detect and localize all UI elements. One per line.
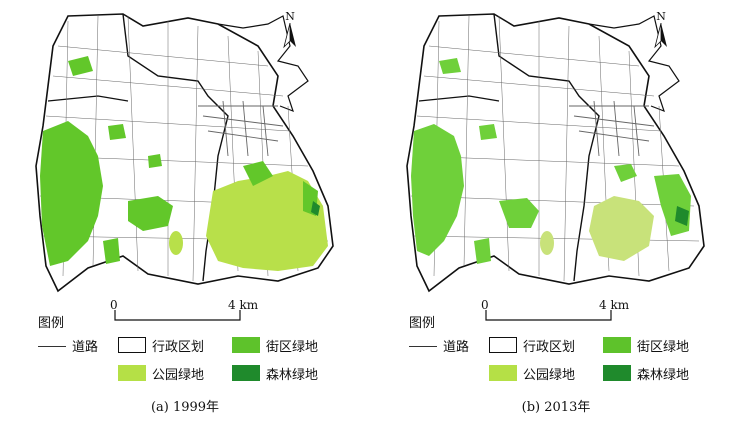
- district-boundary: [47, 95, 129, 102]
- legend-road: 道路: [409, 336, 469, 355]
- legend-district: 行政区划: [489, 336, 575, 355]
- scale-bar: [485, 310, 612, 321]
- street-green-areas: [40, 56, 318, 266]
- legend-road-label: 道路: [72, 340, 99, 355]
- district-swatch-icon: [489, 337, 517, 353]
- map-1999: [35, 13, 334, 293]
- street-green-patch: [479, 124, 497, 140]
- legend-street-green: 街区绿地: [603, 336, 689, 355]
- street-green-patch: [474, 238, 491, 264]
- panel-caption: (a) 1999年: [150, 400, 220, 415]
- forest-green-swatch-icon: [603, 365, 631, 381]
- street-green-patch: [148, 154, 162, 168]
- street-green-patch: [40, 121, 103, 266]
- street-green-patch: [614, 164, 637, 182]
- forest-green-patch: [311, 201, 320, 216]
- legend-street-green-label: 街区绿地: [266, 340, 319, 355]
- map-panel-1999: N 图例 0 4 km 道路 行政区划 街区绿地 公园绿地 森林绿地 (a) 1…: [0, 0, 370, 423]
- panel-caption: (b) 2013年: [521, 400, 591, 415]
- park-green-patch: [206, 171, 328, 271]
- legend-street-green-label: 街区绿地: [637, 340, 690, 355]
- district-boundary: [418, 95, 500, 102]
- park-green-patch: [540, 231, 554, 255]
- street-green-patch: [103, 238, 120, 264]
- street-green-patch: [68, 56, 93, 76]
- street-green-swatch-icon: [232, 337, 260, 353]
- legend-title: 图例: [38, 316, 65, 331]
- north-arrow-icon: [283, 22, 296, 49]
- legend-road-label: 道路: [443, 340, 470, 355]
- north-label: N: [285, 10, 295, 23]
- park-green-swatch-icon: [489, 365, 517, 381]
- legend-district: 行政区划: [118, 336, 204, 355]
- forest-green-areas: [311, 201, 320, 216]
- legend-park-green: 公园绿地: [118, 364, 204, 383]
- legend-forest-green: 森林绿地: [232, 364, 318, 383]
- street-green-patch: [108, 124, 126, 140]
- forest-green-areas: [675, 206, 689, 226]
- legend-forest-green: 森林绿地: [603, 364, 689, 383]
- legend-road: 道路: [38, 336, 98, 355]
- legend-street-green: 街区绿地: [232, 336, 318, 355]
- road-line-icon: [38, 346, 66, 347]
- road-line-icon: [409, 346, 437, 347]
- coastline: [588, 15, 680, 113]
- street-green-patch: [439, 58, 461, 74]
- legend-park-green-label: 公园绿地: [523, 368, 576, 383]
- street-green-patch: [243, 161, 273, 186]
- park-green-areas: [540, 196, 654, 261]
- street-green-swatch-icon: [603, 337, 631, 353]
- legend-forest-green-label: 森林绿地: [266, 368, 319, 383]
- north-arrow-icon: [654, 22, 667, 49]
- legend-title: 图例: [409, 316, 436, 331]
- north-arrow: N: [654, 10, 668, 52]
- legend-park-green-label: 公园绿地: [152, 368, 205, 383]
- legend-forest-green-label: 森林绿地: [637, 368, 690, 383]
- park-green-areas: [169, 171, 328, 271]
- scale-bar: [114, 310, 241, 321]
- map-2013: [406, 13, 705, 293]
- street-green-patch: [499, 198, 539, 228]
- street-green-patch: [411, 124, 464, 256]
- forest-green-patch: [675, 206, 689, 226]
- coastline: [217, 15, 309, 113]
- north-arrow: N: [283, 10, 297, 52]
- street-green-areas: [411, 58, 691, 264]
- park-green-patch: [169, 231, 183, 255]
- district-swatch-icon: [118, 337, 146, 353]
- map-panel-2013: N 图例 0 4 km 道路 行政区划 街区绿地 公园绿地 森林绿地 (b) 2…: [371, 0, 741, 423]
- forest-green-swatch-icon: [232, 365, 260, 381]
- north-label: N: [656, 10, 666, 23]
- scale-start: 0: [481, 298, 489, 312]
- legend-district-label: 行政区划: [152, 340, 205, 355]
- scale-end: 4 km: [228, 298, 259, 312]
- scale-end: 4 km: [599, 298, 630, 312]
- park-green-patch: [589, 196, 654, 261]
- legend-park-green: 公园绿地: [489, 364, 575, 383]
- legend-district-label: 行政区划: [523, 340, 576, 355]
- scale-start: 0: [110, 298, 118, 312]
- street-green-patch: [128, 196, 173, 231]
- park-green-swatch-icon: [118, 365, 146, 381]
